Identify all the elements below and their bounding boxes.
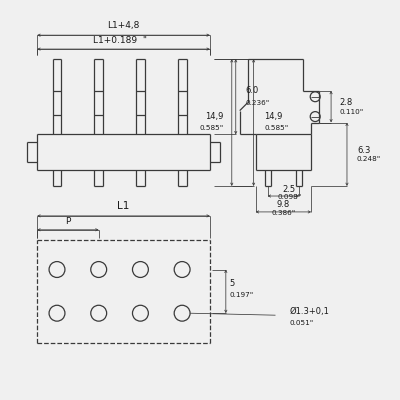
Text: 2.5: 2.5 bbox=[283, 184, 296, 194]
Text: 6.3: 6.3 bbox=[357, 146, 370, 155]
Text: L1: L1 bbox=[117, 201, 130, 211]
Text: 0.585": 0.585" bbox=[264, 126, 289, 132]
Text: 6.0: 6.0 bbox=[246, 86, 259, 95]
Text: 14,9: 14,9 bbox=[206, 112, 224, 121]
Text: 0.248": 0.248" bbox=[357, 156, 381, 162]
Text: 0.236": 0.236" bbox=[246, 100, 270, 106]
Text: 0.110": 0.110" bbox=[339, 109, 363, 115]
Text: 5: 5 bbox=[230, 279, 235, 288]
Text: 0.098": 0.098" bbox=[277, 194, 302, 200]
Text: 0.197": 0.197" bbox=[230, 292, 254, 298]
Text: 2.8: 2.8 bbox=[339, 98, 352, 107]
Text: L1+0.189  ": L1+0.189 " bbox=[92, 36, 146, 45]
Text: 0.386": 0.386" bbox=[271, 210, 296, 216]
Text: P: P bbox=[65, 217, 71, 226]
Text: 9.8: 9.8 bbox=[277, 200, 290, 210]
Text: 14,9: 14,9 bbox=[264, 112, 283, 121]
Text: 0.051": 0.051" bbox=[289, 320, 314, 326]
Text: Ø1.3+0,1: Ø1.3+0,1 bbox=[289, 307, 329, 316]
Text: L1+4,8: L1+4,8 bbox=[107, 21, 140, 30]
Text: 0.585": 0.585" bbox=[200, 126, 224, 132]
